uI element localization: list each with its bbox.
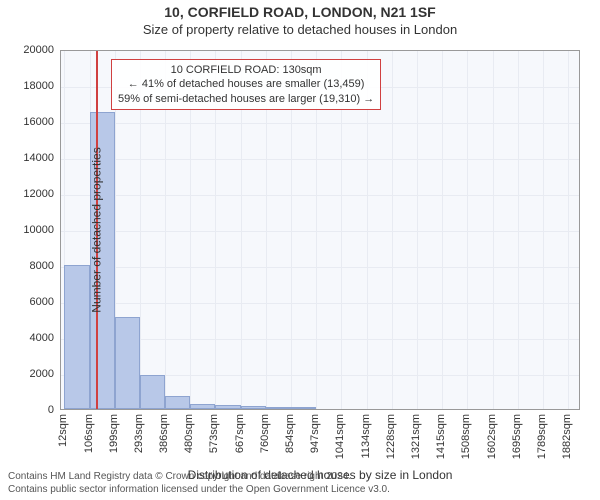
ytick-label: 8000 bbox=[4, 260, 54, 272]
histogram-bar bbox=[241, 406, 266, 409]
xtick-label: 1695sqm bbox=[511, 414, 523, 459]
xtick-label: 386sqm bbox=[158, 414, 170, 453]
callout-box: 10 CORFIELD ROAD: 130sqm← 41% of detache… bbox=[111, 59, 381, 110]
gridline-v bbox=[392, 51, 393, 409]
histogram-bar bbox=[190, 404, 215, 409]
xtick-label: 667sqm bbox=[234, 414, 246, 453]
callout-line: ← 41% of detached houses are smaller (13… bbox=[118, 77, 374, 91]
page-subtitle: Size of property relative to detached ho… bbox=[0, 20, 600, 37]
xtick-label: 1321sqm bbox=[410, 414, 422, 459]
footer-attribution: Contains HM Land Registry data © Crown c… bbox=[8, 471, 390, 496]
xtick-label: 1789sqm bbox=[536, 414, 548, 459]
ytick-label: 12000 bbox=[4, 188, 54, 200]
xtick-label: 1415sqm bbox=[435, 414, 447, 459]
xtick-label: 854sqm bbox=[284, 414, 296, 453]
gridline-v bbox=[493, 51, 494, 409]
xtick-label: 12sqm bbox=[57, 414, 69, 447]
ytick-label: 0 bbox=[4, 404, 54, 416]
callout-line: 10 CORFIELD ROAD: 130sqm bbox=[118, 63, 374, 77]
ytick-label: 6000 bbox=[4, 296, 54, 308]
ytick-label: 2000 bbox=[4, 368, 54, 380]
xtick-label: 293sqm bbox=[133, 414, 145, 453]
xtick-label: 199sqm bbox=[108, 414, 120, 453]
gridline-v bbox=[568, 51, 569, 409]
xtick-label: 1041sqm bbox=[334, 414, 346, 459]
callout-line: 59% of semi-detached houses are larger (… bbox=[118, 92, 374, 106]
footer-line-1: Contains HM Land Registry data © Crown c… bbox=[8, 471, 390, 484]
histogram-bar bbox=[140, 375, 165, 409]
histogram-bar bbox=[215, 405, 240, 409]
ytick-label: 14000 bbox=[4, 152, 54, 164]
xtick-label: 573sqm bbox=[208, 414, 220, 453]
histogram-bar bbox=[266, 407, 291, 409]
xtick-label: 106sqm bbox=[83, 414, 95, 453]
chart-container: 10, CORFIELD ROAD, LONDON, N21 1SF Size … bbox=[0, 0, 600, 500]
histogram-bar bbox=[115, 317, 140, 409]
page-title: 10, CORFIELD ROAD, LONDON, N21 1SF bbox=[0, 0, 600, 20]
ytick-label: 4000 bbox=[4, 332, 54, 344]
ytick-label: 20000 bbox=[4, 44, 54, 56]
ytick-label: 18000 bbox=[4, 80, 54, 92]
plot-area: 10 CORFIELD ROAD: 130sqm← 41% of detache… bbox=[60, 50, 580, 410]
xtick-label: 1228sqm bbox=[385, 414, 397, 459]
xtick-label: 1602sqm bbox=[486, 414, 498, 459]
gridline-h bbox=[61, 195, 579, 196]
xtick-label: 1508sqm bbox=[460, 414, 472, 459]
gridline-v bbox=[467, 51, 468, 409]
xtick-label: 1882sqm bbox=[561, 414, 573, 459]
gridline-h bbox=[61, 303, 579, 304]
xtick-label: 480sqm bbox=[183, 414, 195, 453]
ytick-label: 16000 bbox=[4, 116, 54, 128]
gridline-h bbox=[61, 123, 579, 124]
xtick-label: 947sqm bbox=[309, 414, 321, 453]
gridline-v bbox=[442, 51, 443, 409]
gridline-h bbox=[61, 267, 579, 268]
gridline-h bbox=[61, 159, 579, 160]
histogram-bar bbox=[291, 407, 316, 409]
chart-zone: 10 CORFIELD ROAD: 130sqm← 41% of detache… bbox=[60, 50, 580, 410]
footer-line-2: Contains public sector information licen… bbox=[8, 484, 390, 497]
ytick-label: 10000 bbox=[4, 224, 54, 236]
histogram-bar bbox=[64, 265, 89, 409]
xtick-label: 1134sqm bbox=[360, 414, 372, 458]
histogram-bar bbox=[165, 396, 190, 409]
gridline-v bbox=[417, 51, 418, 409]
gridline-h bbox=[61, 231, 579, 232]
gridline-v bbox=[518, 51, 519, 409]
y-axis-label: Number of detached properties bbox=[90, 147, 104, 312]
gridline-v bbox=[543, 51, 544, 409]
xtick-label: 760sqm bbox=[259, 414, 271, 453]
